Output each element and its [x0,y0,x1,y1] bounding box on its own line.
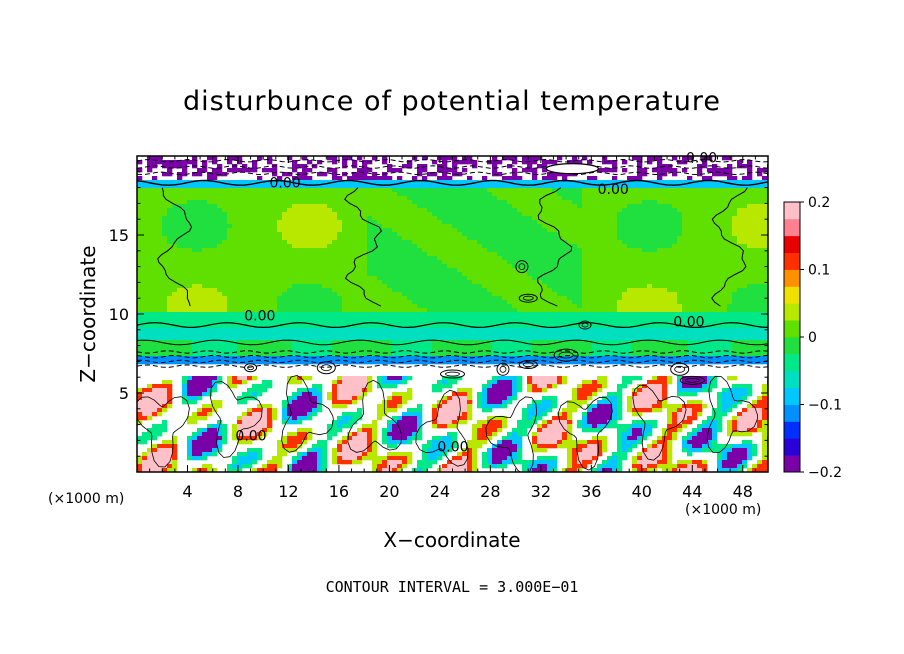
colorbar-swatch [784,387,800,405]
x-axis-label: X−coordinate [383,528,521,552]
contour-label: 0.00 [270,176,301,192]
contour-label: 0.00 [598,182,629,198]
contour-label: 0.00 [673,315,704,331]
colorbar-swatch [784,320,800,338]
heatmap-field [137,156,768,472]
x-tick-label: 36 [581,482,601,501]
x-tick-label: 40 [632,482,652,501]
x-tick-label: 48 [733,482,753,501]
colorbar-swatch [784,370,800,389]
colorbar-swatch [784,235,800,254]
y-tick-label: 10 [109,305,129,324]
colorbar-swatch [784,438,800,456]
colorbar-tick-label: 0.2 [808,195,830,211]
colorbar-swatch [784,404,800,422]
contour-lines [137,158,768,472]
colorbar-tick-label: −0.1 [808,398,842,414]
colorbar-swatch [784,455,800,473]
y-axis-label: Z−coordinate [76,245,100,383]
y-tick-label: 5 [119,384,129,403]
x-tick-label: 24 [430,482,450,501]
x-tick-label: 44 [682,482,702,501]
y-tick-label: 15 [109,226,129,245]
colorbar-tick-label: −0.2 [808,465,842,481]
x-tick-label: 16 [329,482,349,501]
contour-interval-note: CONTOUR INTERVAL = 3.000E−01 [325,578,579,596]
contour-label: 0.00 [244,308,275,324]
x-tick-label: 8 [233,482,243,501]
colorbar-swatch [784,218,800,237]
x-tick-label: 32 [531,482,551,501]
contour-label: 0.00 [235,428,266,444]
contour-labels: 0.00 0.00 0.00 0.00 0.00 0.00 0.00 [235,150,717,455]
colorbar-tick-label: 0 [808,330,817,346]
x-tick-label: 4 [182,482,192,501]
x-axis: 4 8 12 16 20 24 28 32 36 40 44 48 [136,156,769,501]
contour-label: 0.00 [437,439,468,455]
y-unit-label: (×1000 m) [48,491,125,507]
colorbar-swatch [784,421,800,439]
colorbar-swatch [784,303,800,321]
colorbar-tick-label: 0.1 [808,263,830,279]
colorbar-swatch [784,353,800,372]
chart-title: disturbunce of potential temperature [183,86,721,117]
colorbar-swatch [784,286,800,304]
y-axis: 5 10 15 [109,155,768,473]
x-tick-label: 12 [278,482,298,501]
x-unit-label: (×1000 m) [685,502,762,518]
x-tick-label: 20 [379,482,399,501]
colorbar-swatch [784,269,800,287]
colorbar-swatch [784,252,800,270]
x-tick-label: 28 [480,482,500,501]
contour-label: 0.00 [686,150,717,166]
colorbar-swatch [784,202,800,220]
colorbar-swatch [784,337,800,355]
colorbar: 0.2 0.1 0 −0.1 −0.2 [783,195,842,481]
